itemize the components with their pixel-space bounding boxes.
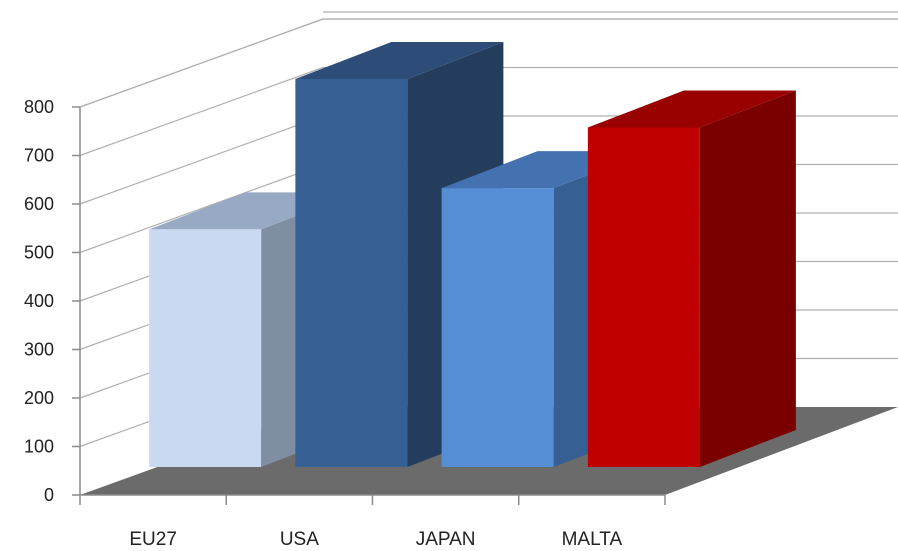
y-tick-label: 100 xyxy=(24,437,54,457)
bar-side-face xyxy=(699,90,796,467)
x-tick-label: MALTA xyxy=(562,529,623,550)
bar-top-face xyxy=(587,90,796,128)
y-tick-label: 300 xyxy=(24,340,54,360)
y-tick-label: 500 xyxy=(24,243,54,263)
gridline-side xyxy=(79,115,324,205)
y-tick-label: 0 xyxy=(44,485,54,505)
bar-top-face xyxy=(295,42,504,79)
y-tick-label: 200 xyxy=(24,388,54,408)
y-tick-label: 600 xyxy=(24,194,54,214)
x-tick-label: EU27 xyxy=(129,529,177,550)
y-tick-label: 400 xyxy=(24,291,54,311)
bar-front-face xyxy=(295,79,408,467)
gridline-side xyxy=(79,18,324,108)
bar-front-face xyxy=(149,229,262,467)
bar-malta xyxy=(587,90,796,467)
x-axis: EU27 USA JAPAN MALTA xyxy=(79,494,666,550)
gridline-side xyxy=(79,163,324,254)
gridline-side xyxy=(79,66,324,157)
x-tick-label: JAPAN xyxy=(416,529,476,550)
bar-front-face xyxy=(587,127,700,467)
y-tick-label: 800 xyxy=(24,97,54,117)
bar-front-face xyxy=(441,188,554,467)
bars xyxy=(149,42,796,467)
y-axis: 0 100 200 300 400 500 600 700 800 xyxy=(24,97,81,505)
y-tick-label: 700 xyxy=(24,146,54,166)
x-tick-label: USA xyxy=(280,529,319,550)
